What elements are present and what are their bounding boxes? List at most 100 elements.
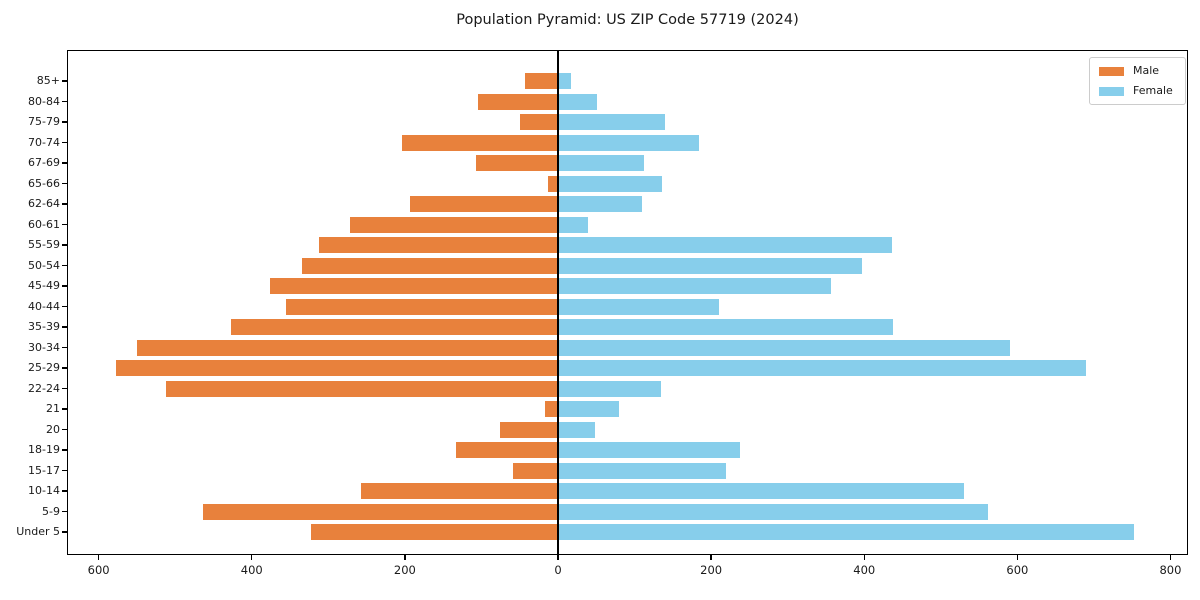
y-tick-mark (62, 346, 67, 349)
x-tick-mark (1169, 555, 1172, 560)
male-bar (302, 257, 558, 274)
legend-label-female: Female (1133, 84, 1173, 97)
y-tick-mark (62, 305, 67, 308)
female-bar (558, 237, 892, 253)
female-swatch-icon (1099, 86, 1124, 96)
female-bar (558, 298, 719, 315)
y-tick-label: 30-34 (28, 340, 60, 354)
x-tick-mark (710, 555, 712, 560)
y-tick-mark (62, 490, 67, 492)
y-tick-mark (62, 531, 67, 533)
female-bar (558, 339, 1010, 356)
male-bar (525, 73, 558, 89)
y-tick-mark (62, 162, 67, 164)
y-tick-label: 21 (46, 402, 60, 415)
y-tick-mark (62, 285, 67, 287)
y-tick-mark (62, 182, 67, 185)
female-bar (558, 524, 1134, 540)
y-tick-mark (62, 408, 67, 410)
y-tick-mark (62, 326, 67, 328)
female-bar (558, 360, 1087, 376)
y-tick-label: 70-74 (28, 135, 60, 149)
y-tick-mark (62, 100, 67, 103)
y-tick-mark (62, 121, 67, 123)
male-bar (476, 155, 558, 171)
x-tick-label: 600 (1006, 563, 1029, 577)
female-bar (558, 93, 597, 110)
male-bar (202, 503, 558, 520)
y-tick-label: 75-79 (28, 115, 60, 128)
female-bar (558, 442, 741, 458)
y-tick-label: 85+ (36, 74, 60, 87)
x-tick-label: 200 (393, 563, 416, 577)
female-bar (558, 380, 661, 397)
y-tick-mark (62, 223, 67, 226)
female-bar (558, 134, 699, 151)
male-bar (410, 196, 558, 212)
y-tick-label: 15-17 (28, 463, 60, 477)
y-tick-label: 60-61 (28, 217, 60, 231)
female-bar (558, 401, 619, 417)
female-bar (558, 503, 989, 520)
y-tick-mark (62, 141, 67, 144)
male-bar (519, 114, 558, 130)
y-tick-label: 80-84 (28, 94, 60, 108)
legend: Male Female (1089, 57, 1186, 105)
male-bar (286, 298, 558, 315)
y-tick-mark (62, 449, 67, 451)
y-tick-label: 20 (46, 422, 60, 436)
male-bar (548, 175, 558, 192)
female-bar (558, 421, 595, 438)
x-tick-label: 200 (700, 563, 723, 577)
male-bar (545, 401, 558, 417)
y-tick-label: 22-24 (28, 381, 60, 395)
y-tick-label: 40-44 (28, 299, 60, 313)
x-tick-mark (863, 555, 865, 560)
y-tick-label: 50-54 (28, 258, 60, 272)
y-tick-mark (62, 510, 67, 513)
male-bar (319, 237, 558, 253)
y-tick-mark (62, 264, 67, 267)
x-tick-mark (97, 555, 100, 560)
male-swatch-icon (1099, 66, 1124, 76)
male-bar (477, 93, 558, 110)
y-tick-label: Under 5 (16, 525, 60, 538)
legend-label-male: Male (1133, 64, 1160, 77)
y-tick-label: 55-59 (28, 238, 60, 251)
x-tick-mark (251, 555, 253, 560)
y-tick-label: 62-64 (28, 197, 60, 210)
male-bar (231, 319, 558, 335)
y-tick-label: 5-9 (42, 504, 60, 518)
y-tick-mark (62, 244, 67, 246)
y-tick-mark (62, 367, 67, 369)
female-bar (558, 114, 666, 130)
y-tick-label: 35-39 (28, 320, 60, 333)
female-bar (558, 175, 663, 192)
male-bar (270, 278, 558, 294)
male-bar (499, 421, 558, 438)
x-tick-mark (1016, 555, 1019, 560)
y-tick-label: 10-14 (28, 484, 60, 497)
y-tick-mark (62, 428, 67, 431)
female-bar (558, 278, 832, 294)
x-tick-label: 800 (1159, 563, 1182, 577)
female-bar (558, 196, 642, 212)
y-tick-label: 18-19 (28, 443, 60, 456)
x-tick-label: 400 (853, 563, 876, 577)
y-tick-label: 25-29 (28, 361, 60, 374)
y-tick-label: 67-69 (28, 156, 60, 169)
x-tick-mark (404, 555, 406, 560)
y-tick-mark (62, 80, 67, 82)
x-tick-mark (557, 555, 559, 560)
female-bar (558, 462, 727, 479)
male-bar (512, 462, 558, 479)
x-tick-label: 600 (87, 563, 110, 577)
x-tick-label: 400 (240, 563, 263, 577)
male-bar (310, 524, 558, 540)
y-tick-mark (62, 387, 67, 390)
male-bar (401, 134, 558, 151)
y-tick-label: 65-66 (28, 176, 60, 190)
female-bar (558, 257, 862, 274)
y-tick-label: 45-49 (28, 279, 60, 292)
